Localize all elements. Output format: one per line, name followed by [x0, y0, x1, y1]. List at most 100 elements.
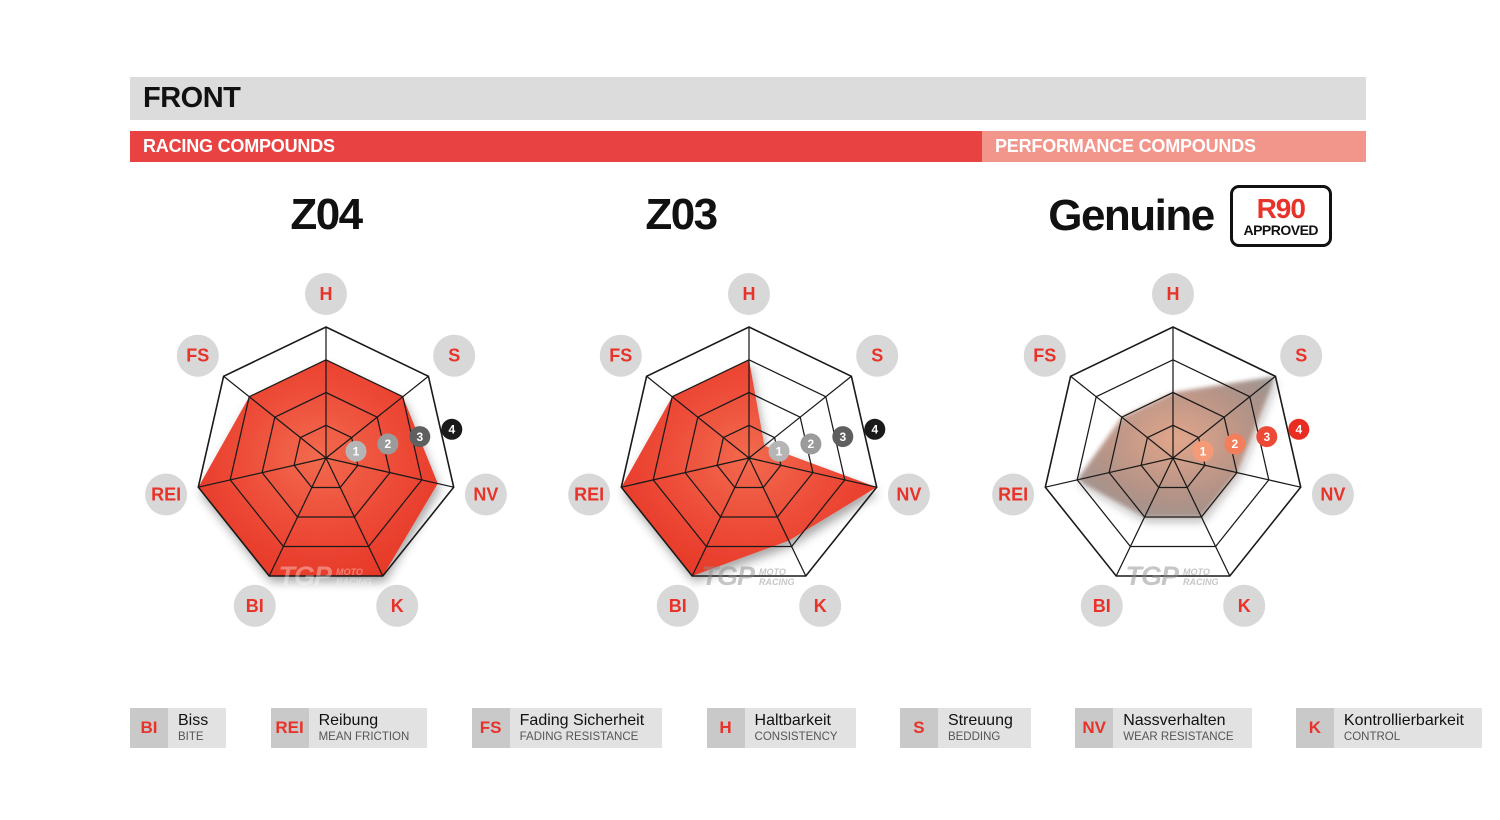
- legend-abbr-s: S: [899, 708, 938, 748]
- axis-label-rei: REI: [145, 473, 188, 516]
- axis-label-h: H: [305, 273, 347, 315]
- performance-compounds-label: PERFORMANCE COMPOUNDS: [995, 136, 1256, 156]
- legend-abbr-nv: NV: [1075, 708, 1114, 748]
- axis-label-nv: NV: [1311, 473, 1354, 516]
- svg-text:2: 2: [1232, 437, 1239, 451]
- axis-label-s: S: [1280, 334, 1323, 377]
- legend-item-rei: REI Reibung MEAN FRICTION: [270, 708, 428, 748]
- legend-term-de: Streuung: [947, 712, 1013, 729]
- svg-text:TGP: TGP: [278, 561, 332, 591]
- svg-text:S: S: [871, 346, 883, 366]
- radar-fill-z04: [198, 359, 438, 576]
- legend-item-k: K Kontrollierbarkeit CONTROL: [1295, 708, 1482, 748]
- radar-ring-4: [197, 326, 455, 577]
- scale-marker-2: 2: [1224, 433, 1246, 455]
- axis-label-nv: NV: [464, 473, 507, 516]
- svg-text:REI: REI: [151, 485, 181, 505]
- svg-text:BI: BI: [1093, 596, 1111, 616]
- legend-item-fs: FS Fading Sicherheit FADING RESISTANCE: [471, 708, 663, 748]
- axis-label-fs: FS: [1023, 334, 1066, 377]
- radar-spoke-bi: [268, 457, 327, 577]
- radar-chart-z03: TGP MOTO RACING 1 2 3 4 H S NV: [568, 273, 930, 627]
- radar-spoke-nv: [325, 457, 454, 488]
- svg-text:4: 4: [1295, 423, 1302, 437]
- axis-label-k: K: [1223, 584, 1266, 627]
- svg-text:H: H: [1167, 284, 1180, 304]
- svg-text:1: 1: [353, 444, 360, 458]
- radar-chart-z04: TGP MOTO RACING 1 2 3 4 H S NV: [145, 273, 507, 627]
- tgp-moto-racing-watermark: TGP MOTO RACING: [278, 561, 371, 591]
- svg-text:3: 3: [416, 430, 423, 444]
- scale-marker-3: 3: [409, 426, 431, 448]
- tgp-moto-racing-watermark: TGP MOTO RACING: [701, 561, 794, 591]
- radar-spoke-s: [325, 375, 429, 459]
- svg-text:BI: BI: [669, 596, 687, 616]
- legend-term-de: Haltbarkeit: [754, 712, 831, 729]
- legend-abbr-k: K: [1295, 708, 1334, 748]
- radar-ring-3: [1076, 359, 1270, 548]
- radar-spoke-fs: [1070, 375, 1174, 459]
- svg-text:S: S: [448, 346, 460, 366]
- legend-term-de: Kontrollierbarkeit: [1343, 712, 1464, 729]
- axis-label-nv: NV: [887, 473, 930, 516]
- radar-ring-4: [1044, 326, 1302, 577]
- axis-label-s: S: [856, 334, 899, 377]
- tgp-moto-racing-watermark: TGP MOTO RACING: [1125, 561, 1218, 591]
- radar-ring-2: [684, 391, 814, 518]
- svg-text:RACING: RACING: [336, 577, 372, 587]
- r90-label: R90: [1256, 192, 1306, 224]
- radar-spoke-bi: [1115, 457, 1174, 577]
- legend-term-en: BEDDING: [947, 731, 1001, 743]
- racing-compounds-label: RACING COMPOUNDS: [143, 136, 335, 156]
- axis-label-rei: REI: [992, 473, 1035, 516]
- scale-marker-1: 1: [345, 440, 367, 462]
- scale-marker-1: 1: [768, 440, 790, 462]
- scale-marker-4: 4: [441, 418, 463, 440]
- svg-text:FS: FS: [1033, 346, 1056, 366]
- legend-item-s: S Streuung BEDDING: [899, 708, 1031, 748]
- radar-spoke-rei: [198, 457, 327, 488]
- scale-marker-3: 3: [832, 426, 854, 448]
- axis-label-fs: FS: [176, 334, 219, 377]
- radar-spoke-fs: [646, 375, 750, 459]
- legend-term-en: CONSISTENCY: [754, 731, 838, 743]
- legend-term-en: MEAN FRICTION: [318, 731, 410, 743]
- svg-text:MOTO: MOTO: [1183, 567, 1210, 577]
- legend-item-h: H Haltbarkeit CONSISTENCY: [706, 708, 856, 748]
- scale-marker-3: 3: [1256, 426, 1278, 448]
- scale-marker-2: 2: [800, 433, 822, 455]
- legend-row: BI Biss BITE REI Reibung MEAN FRICTION F…: [130, 708, 1482, 748]
- legend-item-nv: NV Nassverhalten WEAR RESISTANCE: [1075, 708, 1252, 748]
- front-header-bar: FRONT: [130, 77, 1366, 120]
- legend-abbr-h: H: [706, 708, 745, 748]
- approved-label: APPROVED: [1243, 221, 1319, 238]
- legend-term-de: Nassverhalten: [1123, 712, 1226, 729]
- legend-term-de: Reibung: [318, 712, 379, 729]
- svg-text:H: H: [320, 284, 333, 304]
- radar-spoke-fs: [223, 375, 327, 459]
- radar-spoke-k: [325, 457, 384, 577]
- radar-ring-3: [652, 359, 846, 548]
- radar-ring-3: [229, 359, 423, 548]
- svg-text:REI: REI: [998, 485, 1028, 505]
- radar-ring-2: [261, 391, 391, 518]
- chart-title-genuine: Genuine: [1048, 191, 1215, 240]
- radar-spoke-rei: [1045, 457, 1174, 488]
- radar-spoke-nv: [1172, 457, 1301, 488]
- svg-text:TGP: TGP: [701, 561, 755, 591]
- svg-text:FS: FS: [609, 346, 632, 366]
- svg-text:4: 4: [871, 423, 878, 437]
- radar-spoke-k: [1172, 457, 1231, 577]
- r90-approved-badge: R90 APPROVED: [1229, 185, 1332, 247]
- scale-marker-2: 2: [377, 433, 399, 455]
- axis-label-fs: FS: [599, 334, 642, 377]
- legend-abbr-rei: REI: [270, 708, 309, 748]
- legend-term-en: CONTROL: [1343, 731, 1401, 743]
- legend-term-en: WEAR RESISTANCE: [1123, 731, 1234, 743]
- svg-text:NV: NV: [896, 485, 921, 505]
- svg-text:MOTO: MOTO: [759, 567, 786, 577]
- chart-title-z04: Z04: [290, 190, 363, 239]
- scale-marker-4: 4: [864, 418, 886, 440]
- svg-text:S: S: [1295, 346, 1307, 366]
